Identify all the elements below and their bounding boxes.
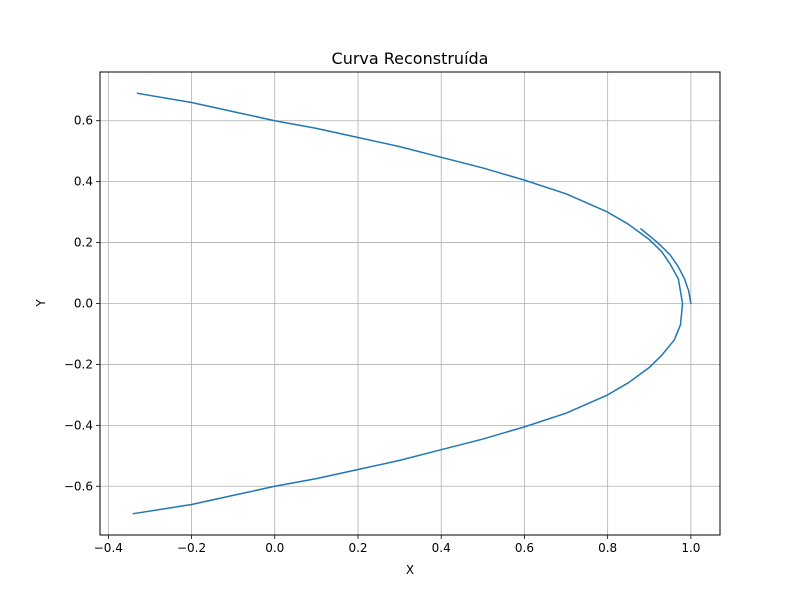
x-axis: −0.4 −0.2 0.0 0.2 0.4 0.6 0.8 1.0 bbox=[94, 535, 700, 555]
y-tick-label: 0.0 bbox=[74, 297, 93, 311]
x-tick-label: −0.4 bbox=[94, 541, 123, 555]
y-axis: −0.6 −0.4 −0.2 0.0 0.2 0.4 0.6 bbox=[64, 114, 100, 493]
x-tick-label: 0.8 bbox=[598, 541, 617, 555]
grid bbox=[100, 72, 720, 535]
y-tick-label: 0.6 bbox=[74, 114, 93, 128]
y-tick-label: −0.6 bbox=[64, 479, 93, 493]
x-tick-label: 0.0 bbox=[265, 541, 284, 555]
series-line-1 bbox=[132, 92, 684, 515]
y-tick-label: 0.4 bbox=[74, 175, 93, 189]
chart-title: Curva Reconstruída bbox=[332, 49, 489, 68]
y-tick-label: −0.4 bbox=[64, 418, 93, 432]
y-tick-label: −0.2 bbox=[64, 357, 93, 371]
x-tick-label: −0.2 bbox=[177, 541, 206, 555]
x-tick-label: 0.6 bbox=[515, 541, 534, 555]
y-tick-label: 0.2 bbox=[74, 236, 93, 250]
x-tick-label: 0.2 bbox=[348, 541, 367, 555]
x-axis-title: X bbox=[406, 563, 414, 577]
y-axis-title: Y bbox=[34, 299, 48, 308]
x-tick-label: 1.0 bbox=[681, 541, 700, 555]
series-line-2 bbox=[640, 228, 692, 305]
plot-area bbox=[132, 92, 692, 515]
x-tick-label: 0.4 bbox=[432, 541, 451, 555]
